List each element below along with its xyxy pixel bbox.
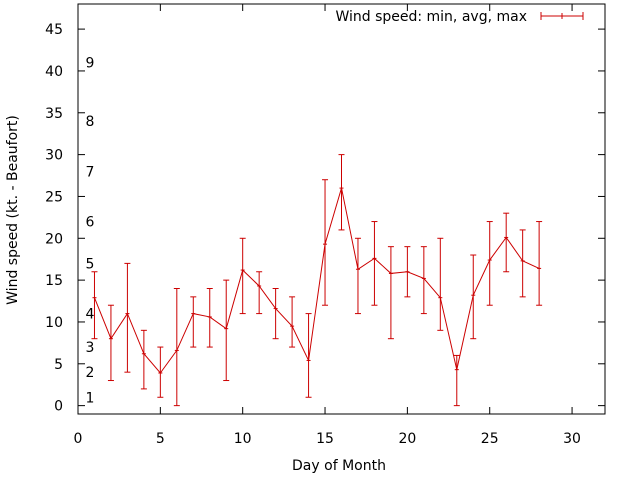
beaufort-label: 6: [86, 215, 95, 231]
plot-frame: [77, 3, 606, 415]
beaufort-label: 2: [86, 365, 95, 381]
y-tick-label: 0: [54, 399, 63, 415]
legend: Wind speed: min, avg, max: [335, 9, 584, 25]
y-tick-label: 20: [45, 231, 63, 247]
y-tick-label: 35: [45, 106, 63, 122]
beaufort-label: 4: [86, 307, 95, 323]
avg-line: [94, 187, 540, 374]
y-tick-label: 45: [45, 22, 63, 38]
legend-label: Wind speed: min, avg, max: [335, 9, 527, 25]
y-tick-label: 5: [54, 357, 63, 373]
y-tick-label: 30: [45, 148, 63, 164]
y-tick-label: 10: [45, 315, 63, 331]
x-tick-label: 0: [74, 431, 83, 447]
y-axis-label: Wind speed (kt. - Beaufort): [5, 115, 21, 305]
beaufort-label: 7: [86, 164, 95, 180]
x-tick-label: 30: [563, 431, 581, 447]
y-tick-label: 15: [45, 273, 63, 289]
x-tick-label: 25: [481, 431, 499, 447]
x-tick-label: 5: [156, 431, 165, 447]
x-tick-label: 15: [316, 431, 334, 447]
beaufort-label: 1: [86, 390, 95, 406]
beaufort-label: 9: [86, 56, 95, 72]
beaufort-label: 3: [86, 340, 95, 356]
y-tick-label: 40: [45, 64, 63, 80]
beaufort-label: 8: [86, 114, 95, 130]
x-axis-label: Day of Month: [292, 458, 386, 474]
x-tick-label: 10: [234, 431, 252, 447]
y-tick-label: 25: [45, 189, 63, 205]
x-tick-label: 20: [398, 431, 416, 447]
beaufort-label: 5: [86, 256, 95, 272]
